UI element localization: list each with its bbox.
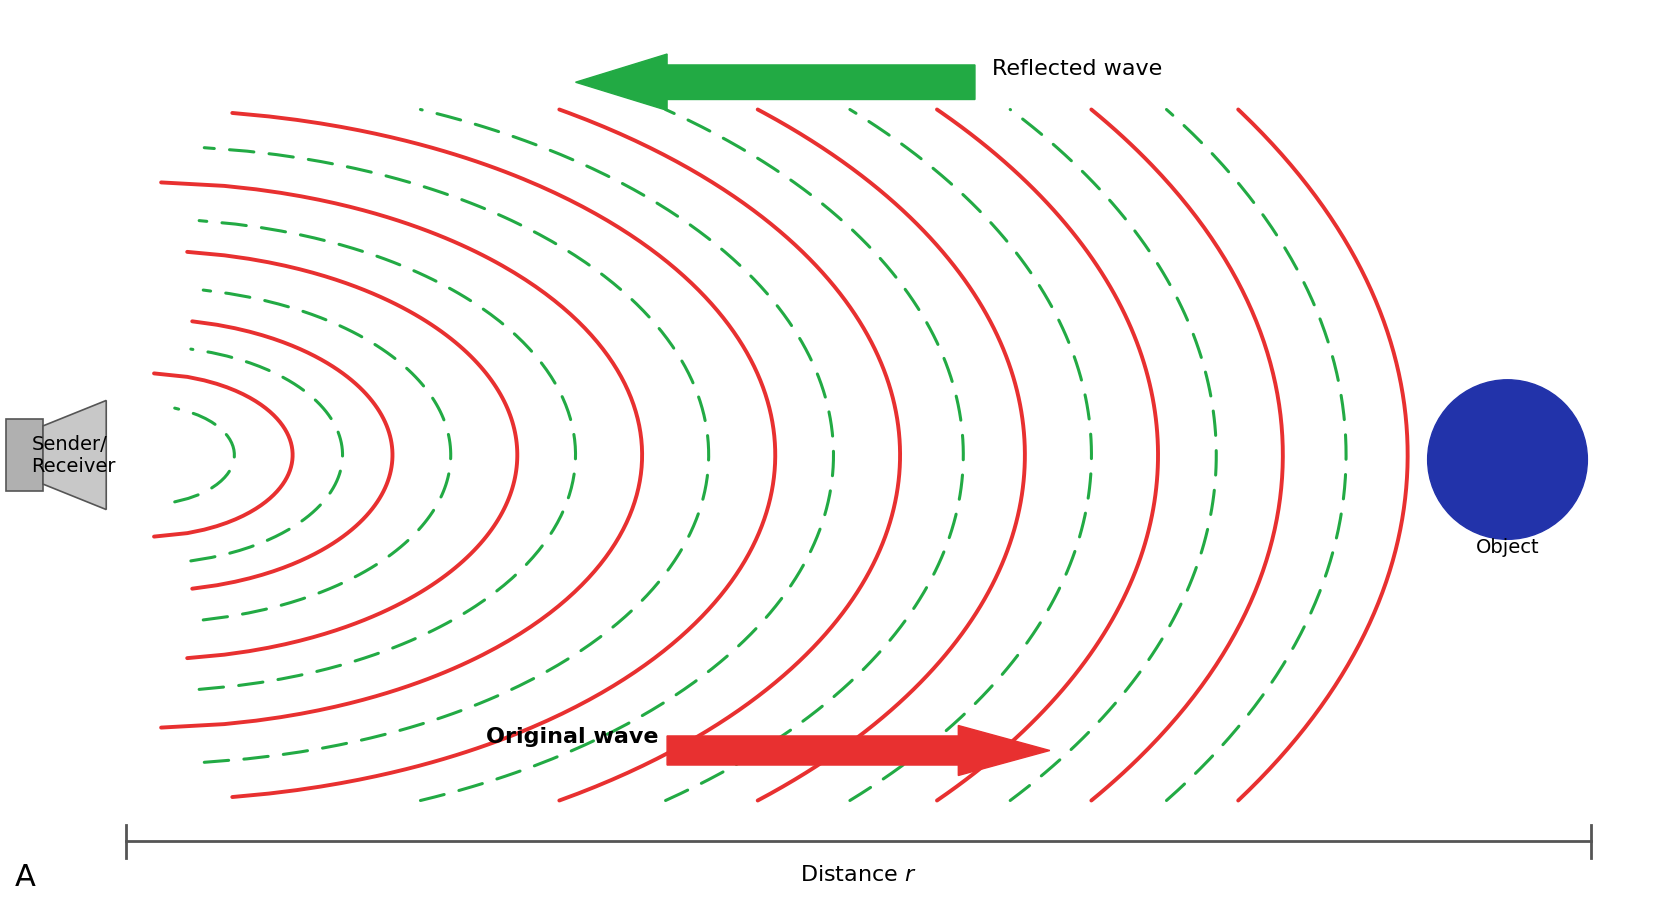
- Polygon shape: [43, 401, 107, 510]
- FancyArrow shape: [667, 726, 1050, 775]
- Text: Original wave: Original wave: [487, 726, 658, 746]
- Bar: [7, 419, 43, 492]
- Ellipse shape: [1427, 381, 1587, 539]
- Text: Sender/
Receiver: Sender/ Receiver: [32, 435, 115, 476]
- Text: Reflected wave: Reflected wave: [992, 58, 1162, 78]
- Text: Object: Object: [1475, 537, 1539, 557]
- FancyArrow shape: [575, 55, 975, 111]
- Text: A: A: [15, 863, 35, 892]
- Text: Distance $r$: Distance $r$: [800, 865, 917, 885]
